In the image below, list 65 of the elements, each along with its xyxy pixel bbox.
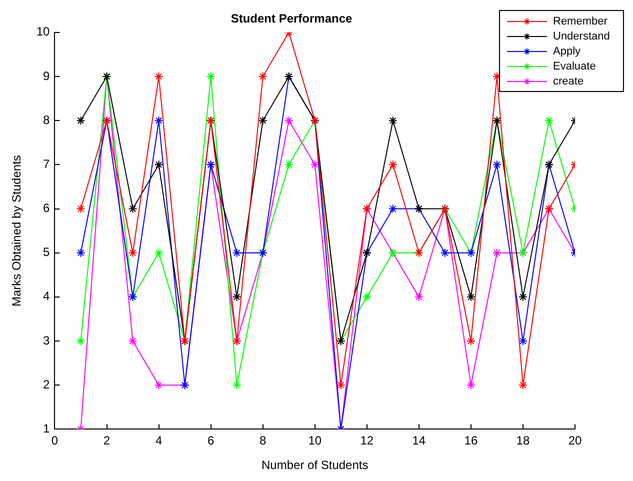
y-tick-label: 10 [36,24,50,39]
x-tick-label: 12 [360,434,374,448]
y-tick-label: 4 [43,289,50,304]
point [440,248,450,258]
x-axis-title: Number of Students [262,458,368,472]
point [128,204,138,214]
x-tick-label: 16 [464,434,478,448]
point [154,380,164,390]
x-tick-label: 20 [568,434,582,448]
point [362,292,372,302]
point [544,116,554,126]
point [154,248,164,258]
point [388,116,398,126]
point [76,116,86,126]
y-tick-label: 9 [43,68,50,83]
point [76,204,86,214]
point [388,204,398,214]
point [518,292,528,302]
y-tick-label: 5 [43,245,50,260]
point [284,116,294,126]
point [466,380,476,390]
legend-label: Understand [553,30,610,43]
x-tick-label: 8 [260,434,267,448]
y-axis-title: Marks Obtained by Students [10,155,24,307]
point [232,292,242,302]
point [466,292,476,302]
point [518,380,528,390]
point [388,160,398,170]
point [128,336,138,346]
x-tick-label: 10 [308,434,322,448]
x-tick-label: 14 [412,434,426,448]
point [154,72,164,81]
chart-title: Student Performance [230,12,353,26]
point [206,72,216,81]
point [492,248,502,258]
legend-label: create [553,76,584,88]
x-tick-label: 18 [516,434,530,448]
point [258,72,268,81]
point [492,160,502,170]
x-tick-label: 6 [207,434,214,448]
point [466,336,476,346]
point [518,336,528,346]
point [258,116,268,126]
y-tick-label: 1 [43,422,50,436]
y-tick-label: 8 [43,112,50,127]
legend-label: Remember [553,16,608,28]
legend-label: Evaluate [553,60,596,73]
y-tick-label: 3 [43,333,50,348]
point [232,380,242,390]
legend-label: Apply [553,46,582,58]
point [336,380,346,390]
point [414,292,424,302]
point [154,160,164,170]
x-tick-label: 0 [51,434,58,448]
x-tick-label: 4 [155,434,162,448]
x-tick-label: 2 [103,434,110,448]
point [232,248,242,258]
point [76,336,86,346]
point [128,248,138,258]
point [310,160,320,170]
y-tick-label: 6 [43,201,50,216]
point [76,248,86,258]
y-tick-label: 2 [43,377,50,392]
point [284,160,294,170]
y-tick-label: 7 [43,156,50,171]
